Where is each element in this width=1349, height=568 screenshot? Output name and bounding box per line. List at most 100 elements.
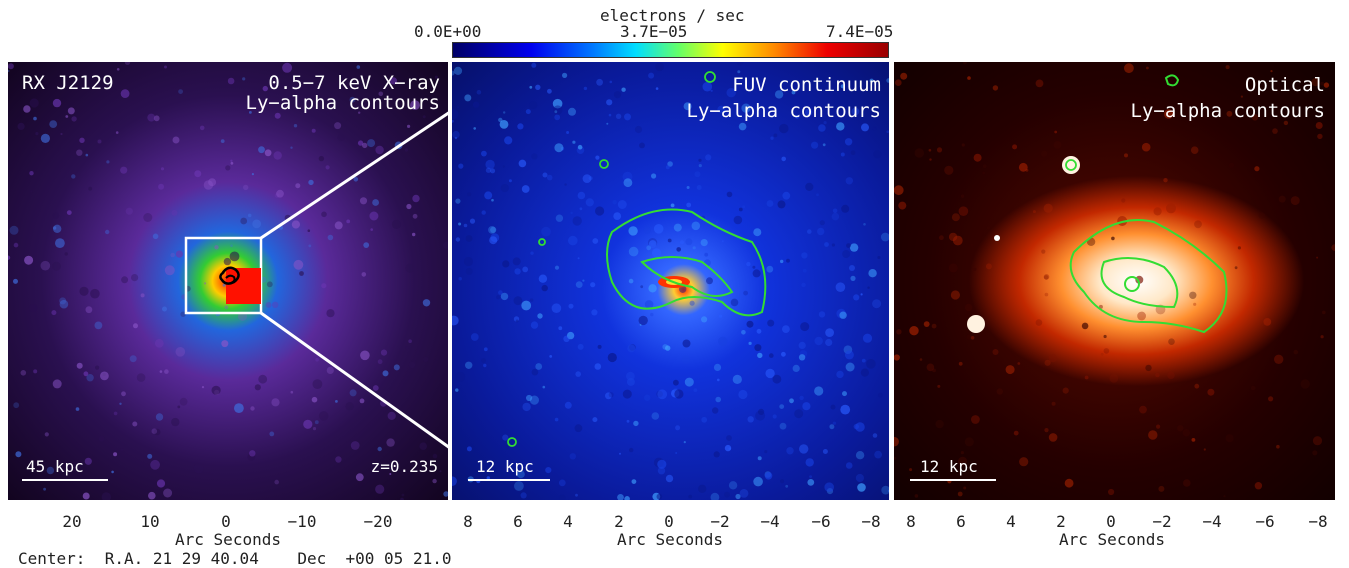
image-speckle <box>359 197 368 205</box>
image-speckle <box>1103 334 1107 339</box>
image-speckle <box>1240 95 1243 98</box>
image-speckle <box>816 193 819 197</box>
image-speckle <box>106 160 110 164</box>
fuv-contour-blob <box>507 437 517 447</box>
image-speckle <box>643 226 651 234</box>
fuv-image <box>452 62 889 500</box>
image-speckle <box>321 283 327 289</box>
image-speckle <box>86 374 94 382</box>
image-speckle <box>691 221 701 231</box>
image-speckle <box>564 401 572 409</box>
image-speckle <box>894 185 904 196</box>
image-speckle <box>203 180 214 190</box>
image-speckle <box>79 137 85 143</box>
fuv-axis-label: Arc Seconds <box>617 530 723 549</box>
image-speckle <box>789 398 794 404</box>
image-speckle <box>547 88 552 94</box>
image-speckle <box>822 143 826 147</box>
image-speckle <box>554 143 564 153</box>
image-speckle <box>147 453 153 459</box>
image-speckle <box>362 142 368 149</box>
image-speckle <box>555 214 564 222</box>
image-speckle <box>739 489 749 498</box>
image-speckle <box>782 325 790 333</box>
image-speckle <box>592 238 599 244</box>
optical-label-contours: Ly−alpha contours <box>1130 100 1325 122</box>
image-speckle <box>391 219 402 229</box>
image-speckle <box>651 412 660 420</box>
image-speckle <box>644 300 654 309</box>
image-speckle <box>1234 266 1238 270</box>
image-speckle <box>665 345 671 351</box>
image-speckle <box>872 126 877 131</box>
image-speckle <box>766 200 774 207</box>
image-speckle <box>683 102 692 111</box>
image-speckle <box>98 436 105 442</box>
image-speckle <box>545 467 552 474</box>
image-speckle <box>334 221 343 230</box>
image-speckle <box>105 229 110 235</box>
image-speckle <box>657 389 668 400</box>
image-speckle <box>13 242 19 248</box>
image-speckle <box>372 385 379 391</box>
image-speckle <box>389 77 398 85</box>
image-speckle <box>131 274 139 282</box>
image-speckle <box>844 350 854 360</box>
image-speckle <box>1320 81 1325 86</box>
image-speckle <box>119 402 122 405</box>
image-speckle <box>513 316 520 322</box>
image-speckle <box>846 243 851 249</box>
image-speckle <box>855 422 865 432</box>
image-speckle <box>836 122 845 131</box>
fuv-contour-blob <box>704 71 716 83</box>
image-speckle <box>724 491 730 498</box>
image-speckle <box>569 453 576 460</box>
image-speckle <box>1183 479 1191 487</box>
image-speckle <box>597 344 602 349</box>
image-speckle <box>628 278 634 284</box>
image-speckle <box>798 341 806 349</box>
image-speckle <box>568 107 576 116</box>
image-speckle <box>588 176 593 181</box>
image-speckle <box>346 219 351 224</box>
image-speckle <box>35 132 39 136</box>
image-speckle <box>674 389 684 399</box>
image-speckle <box>326 366 334 374</box>
image-speckle <box>455 237 461 242</box>
image-speckle <box>308 179 314 186</box>
image-speckle <box>101 492 111 500</box>
image-speckle <box>423 356 429 362</box>
image-speckle <box>1141 142 1151 152</box>
image-speckle <box>733 215 743 225</box>
image-speckle <box>992 85 999 91</box>
image-speckle <box>1270 70 1273 73</box>
image-speckle <box>201 386 205 389</box>
image-speckle <box>622 389 632 399</box>
fuv-label-band: FUV continuum <box>732 74 881 96</box>
image-speckle <box>535 363 543 370</box>
image-speckle <box>64 252 68 256</box>
image-speckle <box>689 300 695 306</box>
optical-tick: 2 <box>1056 512 1066 531</box>
image-speckle <box>355 473 364 482</box>
image-speckle <box>538 274 548 283</box>
image-speckle <box>521 185 530 193</box>
fuv-panel: FUV continuum Ly−alpha contours 12 kpc <box>452 62 889 500</box>
image-speckle <box>164 65 167 69</box>
image-speckle <box>932 368 936 373</box>
image-speckle <box>696 185 702 190</box>
image-speckle <box>481 358 486 363</box>
xray-tick: 10 <box>140 512 160 531</box>
image-speckle <box>568 303 574 309</box>
image-speckle <box>30 190 33 193</box>
image-speckle <box>502 165 505 168</box>
image-speckle <box>741 330 746 335</box>
image-speckle <box>1189 291 1197 299</box>
colorbar-mid-label: 3.7E−05 <box>620 22 688 41</box>
image-speckle <box>1254 482 1263 490</box>
image-speckle <box>801 282 806 288</box>
image-speckle <box>686 186 690 189</box>
image-speckle <box>842 391 847 397</box>
image-speckle <box>377 359 383 365</box>
image-speckle <box>851 107 860 116</box>
